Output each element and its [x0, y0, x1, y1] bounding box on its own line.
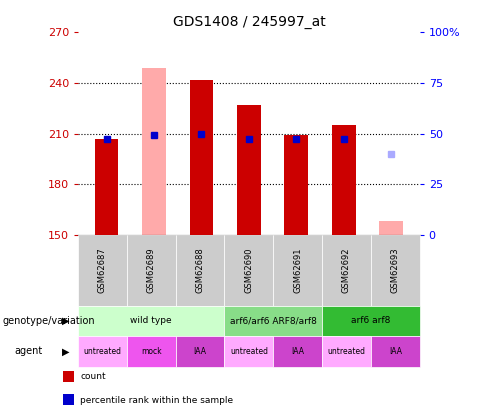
- Text: count: count: [80, 372, 106, 381]
- Text: arf6/arf6 ARF8/arf8: arf6/arf6 ARF8/arf8: [230, 316, 317, 326]
- Bar: [237, 105, 261, 235]
- Text: untreated: untreated: [230, 347, 268, 356]
- Text: genotype/variation: genotype/variation: [2, 316, 95, 326]
- Text: ▶: ▶: [62, 316, 70, 326]
- Text: wild type: wild type: [130, 316, 172, 326]
- Text: GSM62691: GSM62691: [293, 247, 302, 293]
- Text: IAA: IAA: [291, 347, 304, 356]
- Text: GSM62693: GSM62693: [391, 247, 400, 293]
- Bar: [95, 139, 119, 235]
- Bar: [285, 135, 308, 235]
- Text: IAA: IAA: [389, 347, 402, 356]
- Title: GDS1408 / 245997_at: GDS1408 / 245997_at: [172, 15, 325, 29]
- Text: ▶: ▶: [62, 346, 70, 356]
- Bar: [332, 125, 356, 235]
- Text: IAA: IAA: [194, 347, 206, 356]
- Text: mock: mock: [141, 347, 162, 356]
- Text: untreated: untreated: [83, 347, 122, 356]
- Bar: [379, 222, 403, 235]
- Text: agent: agent: [15, 346, 43, 356]
- Text: GSM62689: GSM62689: [147, 247, 156, 293]
- Text: arf6 arf8: arf6 arf8: [351, 316, 390, 326]
- Text: untreated: untreated: [327, 347, 366, 356]
- Bar: [142, 68, 166, 235]
- Text: percentile rank within the sample: percentile rank within the sample: [80, 396, 233, 405]
- Text: GSM62690: GSM62690: [244, 247, 253, 293]
- Text: GSM62688: GSM62688: [196, 247, 204, 293]
- Text: GSM62687: GSM62687: [98, 247, 107, 293]
- Text: GSM62692: GSM62692: [342, 247, 351, 293]
- Bar: [189, 80, 213, 235]
